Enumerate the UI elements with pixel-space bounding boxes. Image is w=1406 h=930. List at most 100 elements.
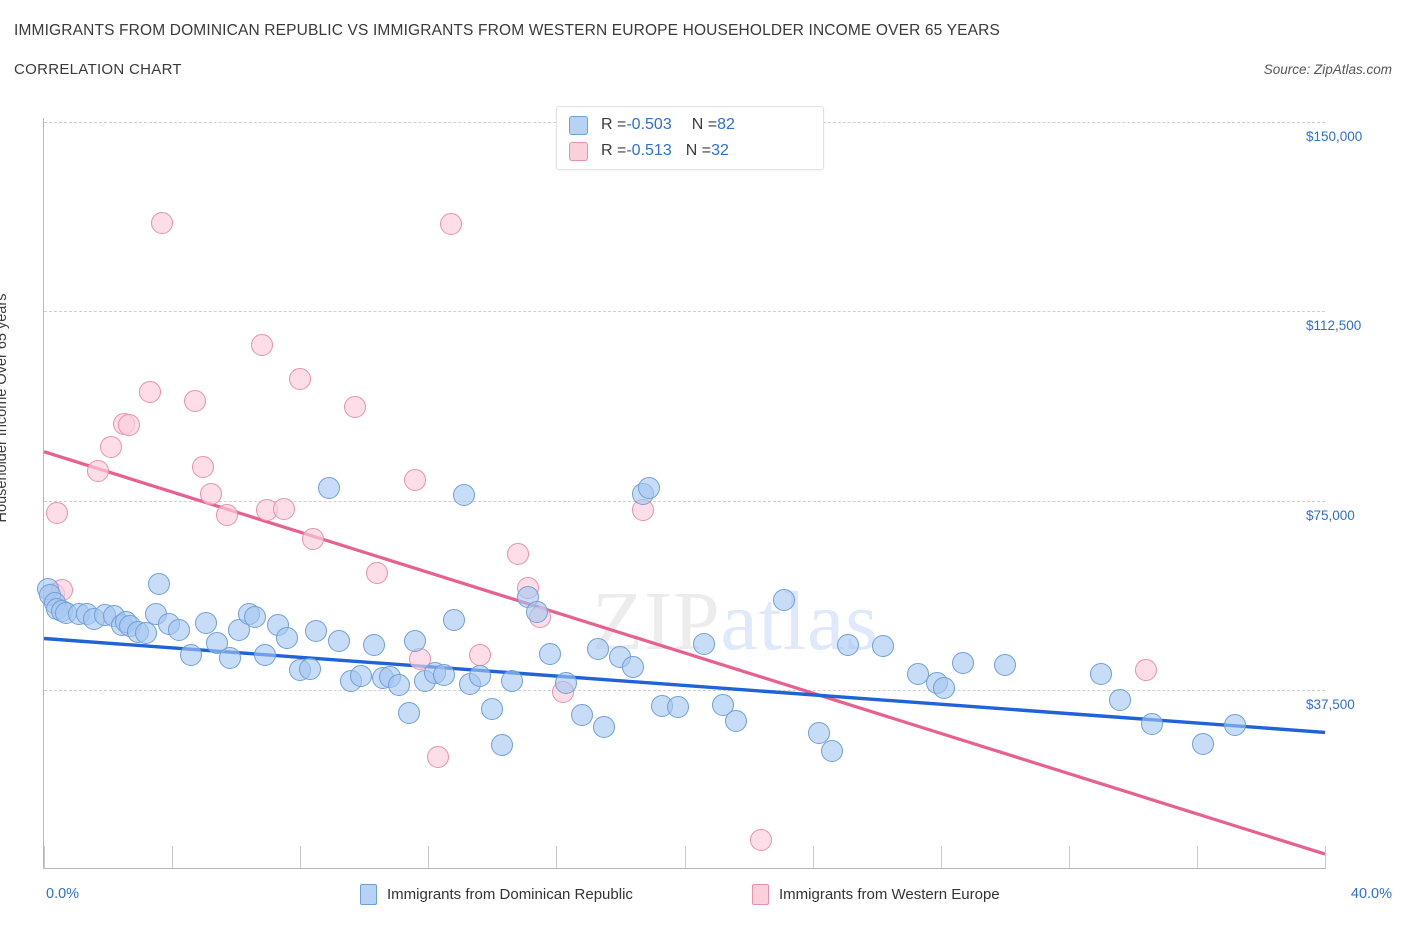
data-point[interactable]: [194, 612, 217, 635]
data-point[interactable]: [442, 609, 465, 632]
data-point[interactable]: [426, 745, 449, 768]
data-point[interactable]: [135, 622, 158, 645]
data-point[interactable]: [276, 626, 299, 649]
data-point[interactable]: [205, 631, 228, 654]
data-point[interactable]: [750, 828, 773, 851]
gridline: [44, 690, 1325, 691]
data-point[interactable]: [1134, 658, 1157, 681]
x-axis-tick: [556, 846, 558, 868]
data-point[interactable]: [1141, 712, 1164, 735]
data-point[interactable]: [151, 211, 174, 234]
data-point[interactable]: [433, 664, 456, 687]
data-point[interactable]: [772, 589, 795, 612]
data-point[interactable]: [100, 435, 123, 458]
data-point[interactable]: [452, 483, 475, 506]
data-point[interactable]: [215, 503, 238, 526]
data-point[interactable]: [183, 390, 206, 413]
series-legend-dominican-republic[interactable]: Immigrants from Dominican Republic: [360, 884, 633, 905]
data-point[interactable]: [273, 498, 296, 521]
data-point[interactable]: [388, 673, 411, 696]
data-point[interactable]: [724, 710, 747, 733]
page-title: IMMIGRANTS FROM DOMINICAN REPUBLIC VS IM…: [14, 22, 1000, 39]
x-axis-min-label: 0.0%: [46, 886, 80, 902]
data-point[interactable]: [836, 634, 859, 657]
n-value-blue: 82: [717, 116, 735, 133]
y-axis-tick-label: $75,000: [1306, 507, 1355, 523]
data-point[interactable]: [218, 646, 241, 669]
data-point[interactable]: [1109, 689, 1132, 712]
plot-area: ZIPatlas: [36, 118, 1326, 868]
data-point[interactable]: [506, 543, 529, 566]
data-point[interactable]: [490, 733, 513, 756]
data-point[interactable]: [667, 696, 690, 719]
data-point[interactable]: [1224, 713, 1247, 736]
data-point[interactable]: [932, 676, 955, 699]
data-point[interactable]: [350, 664, 373, 687]
y-axis-tick-label: $37,500: [1306, 697, 1355, 712]
n-label-pink: N =: [685, 142, 712, 159]
data-point[interactable]: [587, 637, 610, 660]
data-point[interactable]: [318, 476, 341, 499]
data-point[interactable]: [468, 643, 491, 666]
data-point[interactable]: [398, 701, 421, 724]
data-point[interactable]: [711, 694, 734, 717]
data-point[interactable]: [1192, 732, 1215, 755]
data-point[interactable]: [250, 334, 273, 357]
data-point[interactable]: [191, 455, 214, 478]
x-axis-tick: [1196, 846, 1198, 868]
data-point[interactable]: [872, 635, 895, 658]
data-point[interactable]: [362, 633, 385, 656]
data-point[interactable]: [305, 619, 328, 642]
data-point[interactable]: [808, 721, 830, 744]
data-point[interactable]: [199, 482, 222, 505]
data-point[interactable]: [298, 658, 321, 681]
data-point[interactable]: [555, 672, 577, 695]
data-point[interactable]: [289, 367, 312, 390]
data-point[interactable]: [244, 605, 267, 628]
data-point[interactable]: [404, 630, 427, 653]
data-point[interactable]: [87, 460, 110, 483]
data-point[interactable]: [45, 501, 68, 524]
series-legend-western-europe[interactable]: Immigrants from Western Europe: [752, 884, 1000, 905]
series-label-dominican-republic: Immigrants from Dominican Republic: [387, 886, 633, 903]
data-point[interactable]: [253, 644, 276, 667]
x-axis-tick: [44, 846, 45, 868]
y-axis-title: Householder Income Over 65 years: [0, 293, 10, 523]
data-point[interactable]: [500, 669, 523, 692]
stats-legend-row-dominican-republic: R = -0.503 N = 82: [569, 114, 735, 136]
data-point[interactable]: [148, 573, 171, 596]
x-axis-tick: [684, 846, 686, 868]
n-label-blue: N =: [691, 116, 718, 133]
data-point[interactable]: [302, 527, 324, 550]
y-axis-line: [43, 118, 44, 868]
stats-legend: R = -0.503 N = 82 R = -0.513 N = 32: [556, 106, 824, 170]
data-point[interactable]: [327, 629, 350, 652]
data-point[interactable]: [180, 643, 203, 666]
data-point[interactable]: [404, 468, 427, 491]
data-point[interactable]: [138, 381, 161, 404]
data-point[interactable]: [481, 697, 504, 720]
data-point[interactable]: [593, 716, 616, 739]
page-subtitle: CORRELATION CHART: [14, 61, 182, 78]
data-point[interactable]: [692, 632, 715, 655]
data-point[interactable]: [622, 656, 645, 679]
data-point[interactable]: [343, 396, 366, 419]
data-point[interactable]: [638, 476, 661, 499]
x-axis-tick: [1068, 846, 1070, 868]
data-point[interactable]: [117, 413, 140, 436]
data-point[interactable]: [439, 212, 462, 235]
data-point[interactable]: [526, 601, 549, 624]
data-point[interactable]: [993, 653, 1016, 676]
r-value-blue: -0.503: [626, 116, 672, 133]
data-point[interactable]: [1089, 662, 1112, 685]
data-point[interactable]: [952, 652, 975, 675]
data-point[interactable]: [167, 618, 190, 641]
x-axis-tick: [428, 846, 430, 868]
data-point[interactable]: [571, 703, 594, 726]
data-point[interactable]: [538, 643, 561, 666]
data-point[interactable]: [468, 664, 491, 687]
data-point[interactable]: [366, 562, 389, 585]
x-axis-tick: [172, 846, 174, 868]
x-axis-tick: [940, 846, 942, 868]
data-point[interactable]: [820, 739, 843, 762]
